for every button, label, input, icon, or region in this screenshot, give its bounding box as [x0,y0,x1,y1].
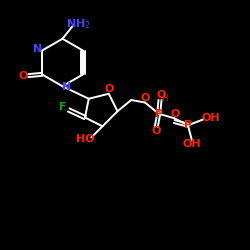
Text: O: O [19,70,28,81]
Text: OH: OH [182,139,201,149]
Text: NH$_2$: NH$_2$ [66,17,91,31]
Text: OH: OH [202,113,220,123]
Text: O: O [152,126,161,136]
Text: N: N [33,44,42,54]
Text: H: H [161,94,168,103]
Text: P: P [155,109,163,119]
Text: HO: HO [76,134,95,144]
Text: O: O [170,109,180,119]
Text: O: O [104,84,114,94]
Text: P: P [184,120,192,130]
Text: O: O [156,90,166,101]
Text: N: N [62,82,72,92]
Text: F: F [60,102,67,112]
Text: O: O [140,93,150,103]
